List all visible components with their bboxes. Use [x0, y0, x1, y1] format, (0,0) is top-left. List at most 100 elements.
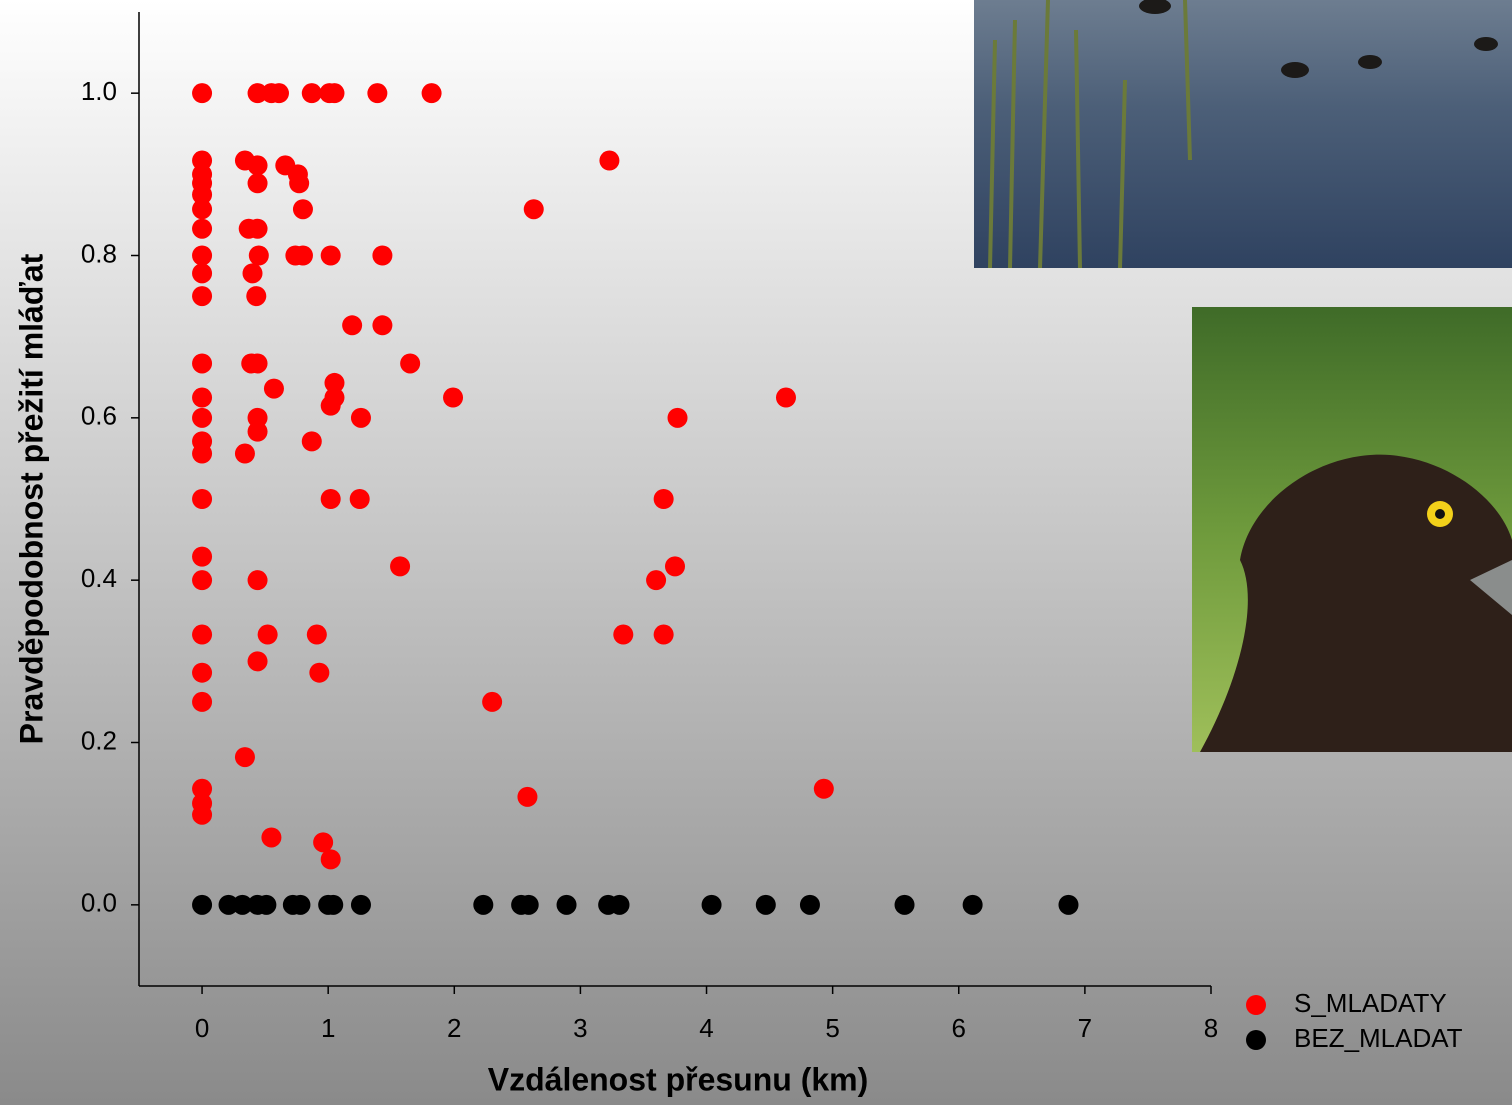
- point: [192, 246, 212, 266]
- x-tick-label: 0: [195, 1013, 209, 1043]
- point: [293, 199, 313, 219]
- point: [599, 151, 619, 171]
- point: [192, 692, 212, 712]
- point: [256, 895, 276, 915]
- point: [321, 396, 341, 416]
- x-tick-label: 5: [825, 1013, 839, 1043]
- point: [654, 625, 674, 645]
- point: [192, 489, 212, 509]
- point: [192, 547, 212, 567]
- point: [264, 379, 284, 399]
- x-tick-label: 4: [699, 1013, 713, 1043]
- point: [321, 246, 341, 266]
- chart: Vzdálenost přesunu (km) Pravděpodobnost …: [0, 0, 1512, 1105]
- point: [192, 805, 212, 825]
- point: [290, 895, 310, 915]
- point: [192, 219, 212, 239]
- point: [324, 83, 344, 103]
- point: [422, 83, 442, 103]
- point: [248, 219, 268, 239]
- point: [249, 246, 269, 266]
- x-tick-label: 3: [573, 1013, 587, 1043]
- point: [814, 779, 834, 799]
- point: [192, 263, 212, 283]
- point: [307, 625, 327, 645]
- point: [756, 895, 776, 915]
- y-tick-label: 0.6: [81, 401, 117, 431]
- point: [668, 408, 688, 428]
- point: [243, 263, 263, 283]
- point: [321, 489, 341, 509]
- point: [665, 556, 685, 576]
- point: [192, 353, 212, 373]
- point: [192, 444, 212, 464]
- point: [351, 895, 371, 915]
- point: [610, 895, 630, 915]
- point: [313, 832, 333, 852]
- point: [390, 556, 410, 576]
- point: [519, 895, 539, 915]
- point: [258, 625, 278, 645]
- point: [248, 651, 268, 671]
- point: [517, 787, 537, 807]
- point: [248, 173, 268, 193]
- y-tick-label: 0.8: [81, 238, 117, 268]
- point: [192, 83, 212, 103]
- x-tick-label: 6: [952, 1013, 966, 1043]
- legend-label: BEZ_MLADAT: [1294, 1023, 1463, 1053]
- point: [235, 747, 255, 767]
- y-tick-label: 0.0: [81, 888, 117, 918]
- x-axis-label: Vzdálenost přesunu (km): [488, 1061, 869, 1097]
- point: [524, 199, 544, 219]
- point: [443, 388, 463, 408]
- legend-marker: [1246, 995, 1266, 1015]
- point: [192, 388, 212, 408]
- photo-duck: [1192, 307, 1512, 752]
- point: [400, 353, 420, 373]
- point: [323, 895, 343, 915]
- x-tick-label: 2: [447, 1013, 461, 1043]
- point: [269, 83, 289, 103]
- point: [302, 83, 322, 103]
- point: [800, 895, 820, 915]
- point: [963, 895, 983, 915]
- point: [302, 431, 322, 451]
- y-tick-label: 1.0: [81, 76, 117, 106]
- point: [350, 489, 370, 509]
- point: [351, 408, 371, 428]
- point: [192, 199, 212, 219]
- point: [473, 895, 493, 915]
- photo-water: [974, 0, 1512, 268]
- point: [613, 625, 633, 645]
- point: [372, 246, 392, 266]
- point: [192, 570, 212, 590]
- point: [248, 422, 268, 442]
- point: [321, 849, 341, 869]
- point: [482, 692, 502, 712]
- point: [235, 444, 255, 464]
- point: [776, 388, 796, 408]
- point: [293, 246, 313, 266]
- x-tick-label: 1: [321, 1013, 335, 1043]
- point: [192, 895, 212, 915]
- point: [1058, 895, 1078, 915]
- point: [654, 489, 674, 509]
- point: [192, 625, 212, 645]
- point: [372, 315, 392, 335]
- point: [246, 286, 266, 306]
- legend-label: S_MLADATY: [1294, 988, 1447, 1018]
- point: [192, 408, 212, 428]
- point: [309, 663, 329, 683]
- point: [367, 83, 387, 103]
- y-tick-label: 0.4: [81, 563, 117, 593]
- point: [702, 895, 722, 915]
- point: [248, 570, 268, 590]
- y-tick-label: 0.2: [81, 725, 117, 755]
- x-tick-label: 7: [1078, 1013, 1092, 1043]
- point: [248, 155, 268, 175]
- point: [192, 286, 212, 306]
- point: [557, 895, 577, 915]
- point: [646, 570, 666, 590]
- point: [261, 827, 281, 847]
- point: [895, 895, 915, 915]
